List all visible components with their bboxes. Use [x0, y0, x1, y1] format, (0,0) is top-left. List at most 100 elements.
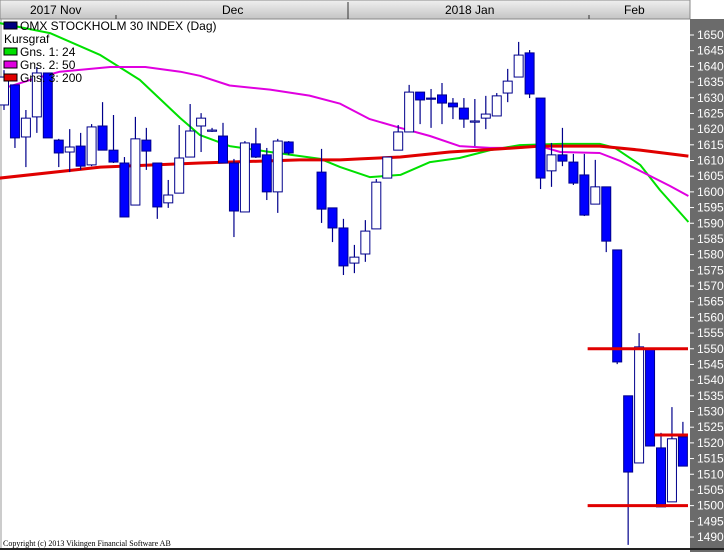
candle-body — [152, 162, 163, 208]
candle — [568, 153, 579, 185]
candle-body — [75, 145, 86, 167]
candle-body — [327, 207, 338, 229]
candle — [9, 84, 20, 148]
candle — [546, 142, 557, 187]
x-tick-label: Feb — [624, 3, 645, 17]
candle — [174, 125, 185, 194]
legend-heading: Kursgraf — [4, 32, 50, 46]
candle — [601, 186, 612, 253]
candle-body — [601, 186, 612, 242]
candle-body — [666, 438, 677, 503]
candle-body — [20, 117, 31, 138]
candle-body — [426, 97, 437, 100]
y-tick-label: 1650 — [697, 28, 724, 42]
candle — [349, 244, 360, 274]
candle-body — [382, 156, 393, 179]
y-tick-label: 1560 — [697, 310, 724, 324]
date-header — [0, 0, 691, 20]
candle — [645, 347, 656, 447]
copyright-text: Copyright (c) 2013 Vikingen Financial So… — [3, 539, 171, 548]
candle-body — [458, 107, 469, 120]
candle-body — [371, 181, 382, 230]
y-tick-label: 1510 — [697, 467, 724, 481]
candle — [371, 179, 382, 230]
candle-body — [108, 149, 119, 163]
y-tick-label: 1585 — [697, 232, 724, 246]
candle — [623, 395, 634, 545]
candle-body — [64, 146, 75, 153]
candle — [218, 122, 228, 164]
y-tick-label: 1570 — [697, 279, 724, 293]
y-tick-label: 1545 — [697, 357, 724, 371]
y-tick-label: 1490 — [697, 530, 724, 544]
y-tick-label: 1505 — [697, 483, 724, 497]
candle — [86, 124, 97, 167]
candle — [185, 104, 196, 158]
candle-body — [130, 138, 141, 206]
candles — [0, 41, 688, 545]
y-tick-label: 1625 — [697, 106, 724, 120]
candle-body — [524, 52, 535, 95]
candle — [316, 148, 327, 223]
candle-body — [9, 84, 20, 139]
candle — [360, 220, 371, 262]
candle-body — [185, 130, 196, 158]
candle — [579, 153, 590, 217]
candle-body — [480, 113, 491, 119]
candle — [666, 407, 677, 503]
legend-entry: Gns. 3: 200 — [20, 71, 82, 85]
candle-body — [546, 154, 557, 172]
x-tick-label: 2017 Nov — [30, 3, 81, 17]
candle — [239, 141, 250, 213]
candle-body — [196, 117, 207, 127]
y-tick-label: 1580 — [697, 248, 724, 262]
candle-body — [491, 95, 502, 117]
candle — [480, 95, 491, 130]
candle — [283, 141, 294, 155]
y-tick-label: 1500 — [697, 499, 724, 513]
candle — [458, 98, 469, 128]
candle — [447, 98, 458, 120]
y-tick-label: 1595 — [697, 201, 724, 215]
candle-body — [656, 447, 666, 508]
y-tick-label: 1550 — [697, 342, 724, 356]
candle — [415, 91, 426, 125]
candle-body — [469, 120, 480, 123]
candle — [228, 158, 239, 238]
candle-body — [250, 143, 261, 158]
candle-body — [404, 91, 415, 133]
candle — [207, 127, 218, 132]
candle-body — [645, 347, 656, 447]
candle-body — [612, 249, 623, 363]
y-tick-label: 1525 — [697, 420, 724, 434]
y-tick-label: 1600 — [697, 185, 724, 199]
candle — [491, 93, 502, 117]
candle-body — [228, 162, 239, 212]
candle-body — [97, 125, 108, 151]
candle-body — [634, 346, 645, 464]
candle-body — [393, 131, 404, 151]
candle-body — [316, 171, 327, 210]
candle-body — [349, 256, 360, 264]
y-tick-label: 1635 — [697, 75, 724, 89]
candle-body — [283, 141, 294, 154]
candle — [163, 179, 174, 208]
candle — [250, 127, 261, 158]
legend-swatch-index — [3, 21, 18, 30]
candle — [382, 156, 393, 179]
candle-body — [579, 174, 590, 216]
y-tick-label: 1540 — [697, 373, 724, 387]
x-tick-label: 2018 Jan — [445, 3, 494, 17]
legend-swatch-ma1 — [3, 47, 18, 56]
candle — [557, 127, 568, 167]
y-tick-label: 1555 — [697, 326, 724, 340]
candle-body — [502, 80, 513, 94]
candle-body — [207, 129, 218, 132]
candle — [97, 102, 108, 151]
candle-body — [174, 157, 185, 194]
y-tick-label: 1520 — [697, 436, 724, 450]
y-tick-label: 1535 — [697, 389, 724, 403]
candle-body — [557, 154, 568, 162]
y-tick-label: 1640 — [697, 59, 724, 73]
